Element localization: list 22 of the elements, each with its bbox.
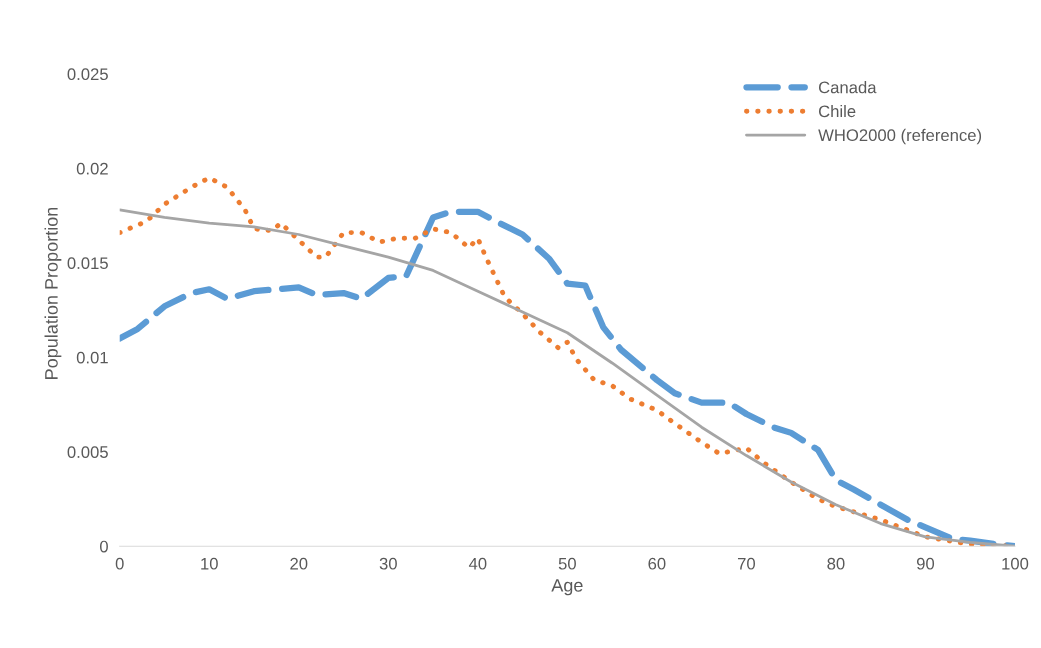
y-tick-label: 0.015 <box>67 257 108 270</box>
x-axis-title: Age <box>551 579 583 596</box>
x-tick-label: 30 <box>379 557 397 570</box>
y-axis-title: Population Proportion <box>44 207 62 379</box>
legend-label: WHO2000 (reference) <box>818 128 982 145</box>
y-tick-label: 0.005 <box>67 446 108 458</box>
x-tick-label: 70 <box>737 557 756 570</box>
legend-label: Chile <box>818 104 856 118</box>
x-tick-label: 10 <box>201 557 218 570</box>
x-tick-label: 0 <box>115 557 124 570</box>
y-tick-label: 0 <box>99 540 108 553</box>
x-tick-label: 20 <box>290 557 308 570</box>
legend-label: Canada <box>818 81 877 94</box>
x-tick-label: 60 <box>648 557 666 570</box>
x-tick-label: 90 <box>916 557 935 570</box>
x-tick-label: 80 <box>827 557 845 570</box>
y-tick-label: 0.01 <box>76 351 108 364</box>
x-tick-label: 50 <box>558 557 576 570</box>
y-tick-label: 0.025 <box>67 68 108 81</box>
y-tick-label: 0.02 <box>76 162 108 175</box>
x-tick-label: 40 <box>468 557 487 570</box>
x-tick-label: 100 <box>1002 557 1029 570</box>
